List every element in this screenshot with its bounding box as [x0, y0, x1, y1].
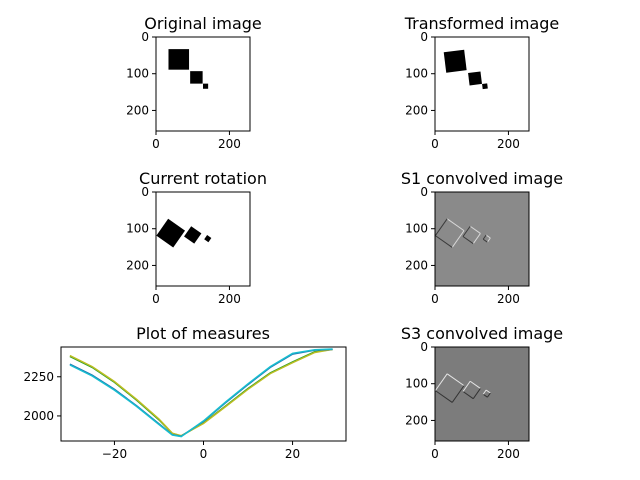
x-tick-label: 0 [431, 447, 439, 461]
y-tick-label: 0 [141, 30, 149, 44]
y-tick-label: 200 [126, 103, 149, 117]
axes-frame [155, 36, 251, 132]
plot-x-tick-label: 20 [285, 447, 300, 461]
plot-y-tick-label: 2000 [23, 409, 54, 423]
edge-line [446, 218, 465, 232]
x-tick-label: 0 [431, 137, 439, 151]
square-shape [168, 49, 190, 70]
edge-line [469, 380, 481, 389]
y-tick-label: 200 [126, 258, 149, 272]
x-tick-label: 200 [497, 137, 520, 151]
x-tick-label: 0 [152, 137, 160, 151]
edge-line [472, 388, 481, 399]
edge-line [451, 385, 465, 403]
panel-title-s1: S1 convolved image [401, 169, 563, 188]
panel-original: Original image 0 200 0 100 200 [126, 14, 262, 151]
y-tick-label: 100 [126, 222, 149, 236]
square-shape [203, 83, 209, 89]
panel-s1: S1 convolved image 0 200 0 100 200 [401, 169, 563, 306]
y-tick-label: 0 [420, 185, 428, 199]
x-tick-label: 200 [218, 292, 241, 306]
x-tick-label: 0 [152, 292, 160, 306]
axes-frame [434, 346, 530, 442]
panel-title-s3: S3 convolved image [401, 324, 563, 343]
edge-line [482, 234, 487, 240]
y-tick-label: 0 [420, 340, 428, 354]
panel-title-transformed: Transformed image [404, 14, 560, 33]
plot-x-tick-label: −20 [102, 447, 127, 461]
edge-line [462, 380, 471, 392]
edge-line [482, 389, 487, 395]
y-tick-label: 0 [141, 185, 149, 199]
plot-x-tick-label: 0 [200, 447, 208, 461]
x-tick-label: 0 [431, 292, 439, 306]
y-tick-label: 100 [126, 67, 149, 81]
panel-title-original: Original image [144, 14, 262, 33]
edge-line [435, 235, 453, 248]
panel-title-rotation: Current rotation [139, 169, 267, 188]
square-shape [204, 235, 212, 243]
edge-line [435, 373, 448, 391]
edge-line [486, 392, 491, 398]
series-line-4 [69, 348, 333, 438]
x-tick-label: 200 [497, 447, 520, 461]
y-tick-label: 0 [420, 30, 428, 44]
y-tick-label: 200 [405, 103, 428, 117]
panel-rotation: Current rotation 0 200 0 100 200 [126, 169, 267, 306]
plot-area [61, 347, 346, 441]
square-shape [443, 49, 467, 73]
square-shape [482, 83, 488, 90]
square-shape [184, 226, 202, 244]
panel-s3: S3 convolved image 0 200 0 100 200 [401, 324, 563, 461]
y-tick-label: 100 [405, 377, 428, 391]
image-area [435, 347, 529, 441]
square-shape [190, 71, 203, 84]
square-shape [156, 218, 186, 248]
image-area [435, 37, 529, 131]
edge-line [469, 225, 481, 234]
plot-of-measures: Plot of measures −20 0 20 2000 2250 [23, 324, 347, 461]
y-tick-label: 100 [405, 222, 428, 236]
edge-line [462, 236, 474, 245]
x-tick-label: 200 [218, 137, 241, 151]
edge-line [482, 393, 488, 398]
y-tick-label: 100 [405, 67, 428, 81]
edge-line [435, 218, 448, 236]
edge-line [486, 237, 491, 243]
axes-frame [434, 36, 530, 132]
edge-line [482, 238, 488, 243]
x-tick-label: 200 [497, 292, 520, 306]
edge-line [462, 225, 471, 237]
y-tick-label: 200 [405, 413, 428, 427]
axes-frame [434, 191, 530, 287]
edge-line [472, 233, 481, 244]
edge-line [485, 234, 491, 239]
edge-line [446, 373, 465, 387]
square-shape [468, 71, 482, 86]
edge-line [451, 230, 465, 248]
edge-line [462, 391, 474, 400]
axes-frame [155, 191, 251, 287]
edge-line [485, 389, 491, 394]
edge-line [435, 390, 453, 403]
image-area [435, 192, 529, 286]
plot-y-tick-label: 2250 [23, 370, 54, 384]
plot-title: Plot of measures [136, 324, 270, 343]
y-tick-label: 200 [405, 258, 428, 272]
panel-transformed: Transformed image 0 200 0 100 200 [404, 14, 560, 151]
